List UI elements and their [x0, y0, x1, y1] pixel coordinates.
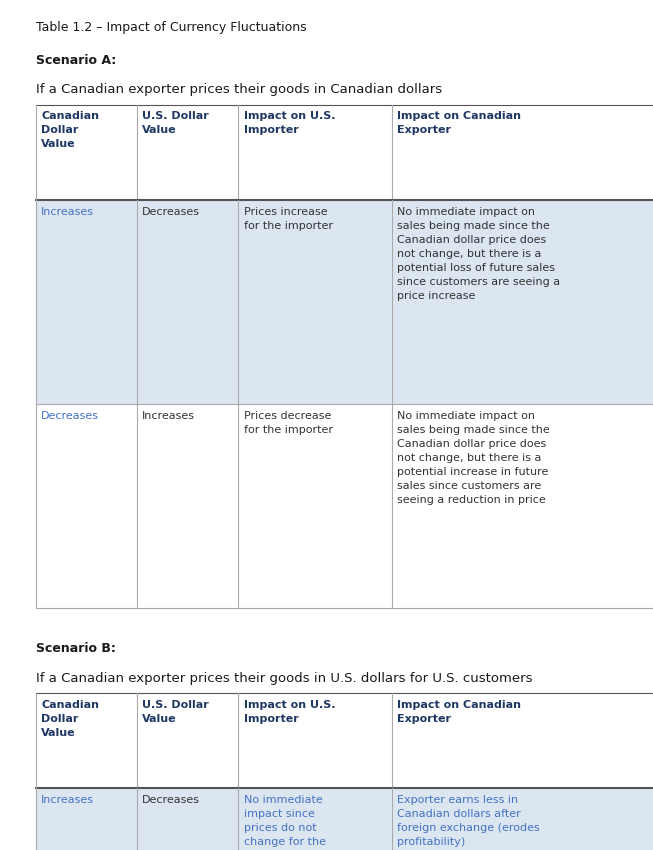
Bar [36, 200, 653, 404]
Text: Table 1.2 – Impact of Currency Fluctuations: Table 1.2 – Impact of Currency Fluctuati… [36, 21, 306, 34]
Text: Impact on U.S.
Importer: Impact on U.S. Importer [244, 111, 335, 135]
Text: Scenario B:: Scenario B: [36, 642, 116, 654]
Text: Canadian
Dollar
Value: Canadian Dollar Value [41, 700, 99, 738]
Text: Increases: Increases [41, 795, 94, 805]
Text: If a Canadian exporter prices their goods in U.S. dollars for U.S. customers: If a Canadian exporter prices their good… [36, 672, 532, 684]
Text: Decreases: Decreases [142, 207, 200, 217]
Text: U.S. Dollar
Value: U.S. Dollar Value [142, 700, 209, 723]
Bar [36, 788, 653, 850]
Text: Decreases: Decreases [41, 411, 99, 421]
Text: Scenario A:: Scenario A: [36, 54, 116, 66]
Bar [36, 693, 653, 788]
Text: Impact on Canadian
Exporter: Impact on Canadian Exporter [397, 111, 521, 135]
Bar [36, 105, 653, 200]
Text: U.S. Dollar
Value: U.S. Dollar Value [142, 111, 209, 135]
Bar [36, 404, 653, 608]
Text: No immediate impact on
sales being made since the
Canadian dollar price does
not: No immediate impact on sales being made … [397, 207, 560, 301]
Text: Prices increase
for the importer: Prices increase for the importer [244, 207, 332, 230]
Text: Canadian
Dollar
Value: Canadian Dollar Value [41, 111, 99, 150]
Text: Impact on Canadian
Exporter: Impact on Canadian Exporter [397, 700, 521, 723]
Text: Decreases: Decreases [142, 795, 200, 805]
Text: Increases: Increases [41, 207, 94, 217]
Text: Prices decrease
for the importer: Prices decrease for the importer [244, 411, 332, 434]
Text: No immediate impact on
sales being made since the
Canadian dollar price does
not: No immediate impact on sales being made … [397, 411, 550, 505]
Text: If a Canadian exporter prices their goods in Canadian dollars: If a Canadian exporter prices their good… [36, 83, 442, 96]
Text: Increases: Increases [142, 411, 195, 421]
Text: No immediate
impact since
prices do not
change for the
importer: No immediate impact since prices do not … [244, 795, 326, 850]
Text: Exporter earns less in
Canadian dollars after
foreign exchange (erodes
profitabi: Exporter earns less in Canadian dollars … [397, 795, 540, 847]
Text: Impact on U.S.
Importer: Impact on U.S. Importer [244, 700, 335, 723]
